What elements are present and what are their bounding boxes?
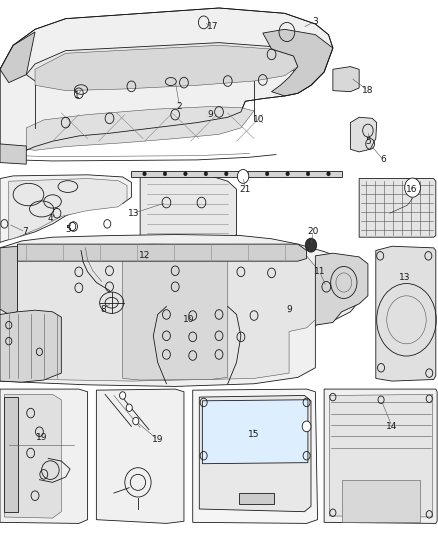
Text: 8: 8 [100,305,106,313]
Text: 5: 5 [65,225,71,233]
Polygon shape [4,394,61,518]
Polygon shape [329,394,433,517]
Polygon shape [202,400,308,464]
Circle shape [143,172,146,176]
Polygon shape [9,179,127,240]
Polygon shape [376,246,436,381]
Circle shape [120,392,126,399]
Text: 3: 3 [312,17,318,26]
Polygon shape [315,253,368,325]
Text: 20: 20 [307,228,319,236]
Circle shape [265,172,269,176]
Polygon shape [96,389,184,523]
Circle shape [237,169,249,183]
Circle shape [126,404,132,411]
Polygon shape [0,8,333,163]
Polygon shape [0,144,26,164]
Polygon shape [26,43,307,85]
Text: 6: 6 [380,156,386,164]
Polygon shape [0,32,35,83]
Text: 13: 13 [128,209,139,217]
Polygon shape [0,389,88,523]
Polygon shape [140,173,237,243]
Text: 14: 14 [386,422,398,431]
Polygon shape [35,45,298,91]
Polygon shape [239,493,274,504]
Polygon shape [131,171,342,177]
Circle shape [225,172,228,176]
Text: 15: 15 [248,430,260,439]
Text: 16: 16 [406,185,417,193]
Text: 9: 9 [207,110,213,119]
Polygon shape [0,235,359,386]
Circle shape [306,172,310,176]
Polygon shape [350,117,377,152]
Text: 2: 2 [177,102,182,111]
Polygon shape [0,246,18,314]
Text: 10: 10 [253,116,264,124]
Circle shape [302,421,311,432]
Polygon shape [193,389,318,523]
Circle shape [305,238,317,252]
Text: 10: 10 [183,316,194,324]
Circle shape [163,172,167,176]
Circle shape [327,172,330,176]
Text: 1: 1 [74,92,80,100]
Circle shape [204,172,208,176]
Polygon shape [333,67,359,92]
Circle shape [245,172,248,176]
Text: 19: 19 [152,435,163,444]
Text: 5: 5 [365,137,371,146]
Polygon shape [123,245,228,380]
Polygon shape [18,244,307,261]
Text: 11: 11 [314,268,325,276]
Polygon shape [263,29,333,96]
Polygon shape [0,175,131,243]
Circle shape [184,172,187,176]
Polygon shape [18,244,315,381]
Polygon shape [342,480,420,522]
Text: 18: 18 [362,86,374,95]
Text: 4: 4 [48,214,53,223]
Polygon shape [4,397,18,512]
Text: 19: 19 [36,433,47,441]
Polygon shape [324,389,437,523]
Polygon shape [26,107,254,150]
Circle shape [405,178,420,197]
Text: 7: 7 [22,228,28,236]
Polygon shape [0,310,61,382]
Text: 13: 13 [399,273,411,281]
Polygon shape [199,395,311,512]
Circle shape [133,417,139,425]
Circle shape [286,172,290,176]
Polygon shape [359,179,436,237]
Text: 9: 9 [286,305,292,313]
Text: 21: 21 [240,185,251,193]
Text: 12: 12 [139,252,150,260]
Text: 17: 17 [207,22,218,31]
